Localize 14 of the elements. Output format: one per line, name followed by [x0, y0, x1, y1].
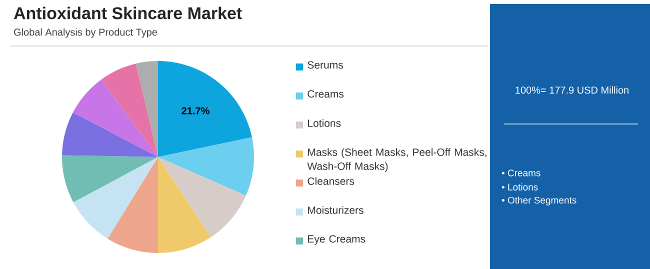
legend-label: Moisturizers: [308, 206, 364, 214]
legend-label: Lotions: [308, 119, 341, 127]
legend-label: Cleansers: [308, 177, 354, 185]
legend-label: Serums: [308, 61, 344, 69]
text: • Lotions: [502, 184, 538, 190]
text: • Creams: [502, 170, 540, 176]
legend-label: Masks (Sheet Masks, Peel-Off Masks, Wash-Off Masks): [307, 148, 486, 172]
text: • Other Segments: [502, 196, 576, 206]
text: 100%= 177.9 USD Million: [516, 86, 628, 94]
chart-subtitle: Global Analysis by Product Type: [14, 28, 158, 38]
legend-label: Eye Creams: [308, 235, 366, 245]
chart-title: Antioxidant Skincare Market: [14, 6, 242, 20]
data-label: 21.7%: [182, 107, 210, 114]
legend-label: Creams: [308, 90, 344, 98]
